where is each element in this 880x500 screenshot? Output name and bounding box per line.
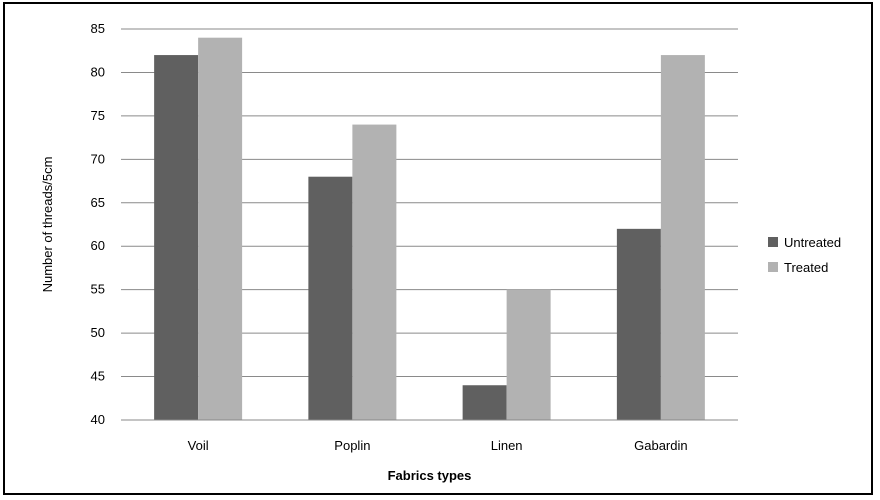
bar-untreated-poplin — [308, 176, 353, 420]
y-tick-label: 40 — [91, 412, 105, 427]
y-axis-title: Number of threads/5cm — [40, 157, 55, 293]
bar-untreated-voil — [154, 55, 199, 421]
chart-frame: 40 45 50 55 60 65 70 75 80 85 Voil Poplin Linen Gaba… — [3, 2, 873, 495]
bar-treated-linen — [506, 289, 551, 420]
legend-label-untreated: Untreated — [784, 235, 841, 250]
y-tick-label: 70 — [91, 151, 105, 166]
y-tick-label: 75 — [91, 108, 105, 123]
y-tick-labels: 40 45 50 55 60 65 70 75 80 85 — [91, 21, 105, 427]
y-tick-label: 60 — [91, 238, 105, 253]
y-tick-label: 45 — [91, 369, 105, 384]
legend: Untreated Treated — [768, 235, 841, 275]
bar-treated-voil — [198, 37, 243, 420]
bar-untreated-linen — [462, 385, 507, 420]
legend-label-treated: Treated — [784, 260, 828, 275]
y-tick-label: 80 — [91, 64, 105, 79]
x-category-label: Poplin — [334, 438, 370, 453]
legend-swatch-treated — [768, 262, 778, 272]
y-tick-label: 65 — [91, 195, 105, 210]
bar-treated-gabardin — [660, 55, 705, 421]
x-axis-title: Fabrics types — [388, 468, 472, 483]
y-tick-label: 85 — [91, 21, 105, 36]
y-tick-label: 50 — [91, 325, 105, 340]
bars — [154, 37, 705, 421]
x-category-labels: Voil Poplin Linen Gabardin — [188, 438, 688, 453]
bar-untreated-gabardin — [616, 228, 661, 420]
bar-chart: 40 45 50 55 60 65 70 75 80 85 Voil Poplin Linen Gaba… — [40, 21, 841, 483]
x-category-label: Gabardin — [634, 438, 687, 453]
x-category-label: Voil — [188, 438, 209, 453]
bar-treated-poplin — [352, 124, 397, 421]
y-tick-label: 55 — [91, 282, 105, 297]
legend-swatch-untreated — [768, 237, 778, 247]
x-category-label: Linen — [491, 438, 523, 453]
